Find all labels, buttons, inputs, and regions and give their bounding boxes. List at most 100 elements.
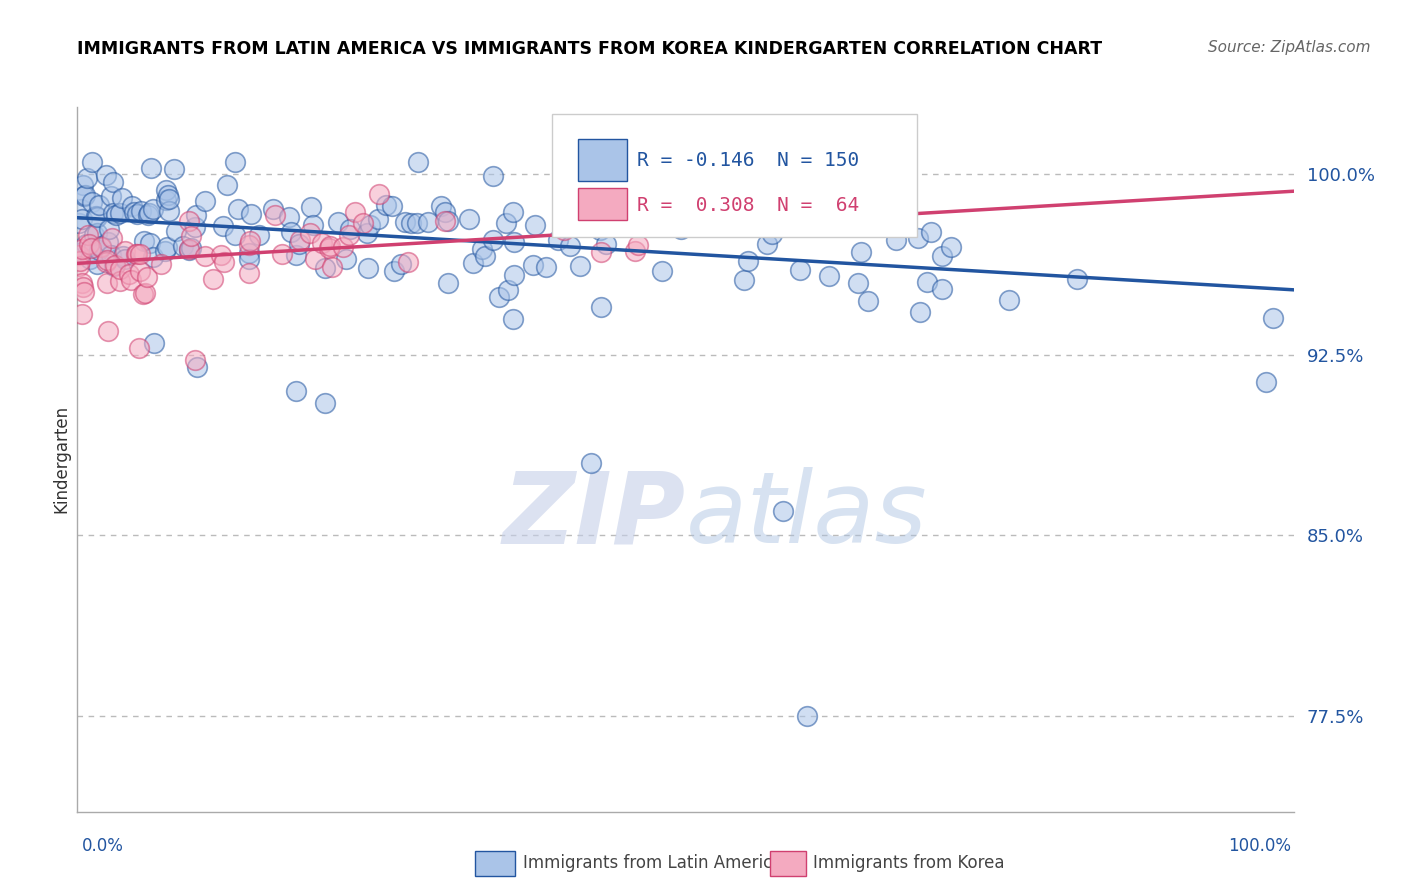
Point <box>1066 271 1088 285</box>
Point <box>314 261 336 276</box>
Point <box>471 242 494 256</box>
Point <box>737 253 759 268</box>
Point <box>523 218 546 232</box>
Point <box>125 207 148 221</box>
Point <box>77 227 100 242</box>
Point <box>73 188 96 202</box>
Point <box>406 155 429 169</box>
Point <box>86 210 108 224</box>
Point <box>224 227 246 242</box>
Point <box>239 234 262 248</box>
Point <box>908 304 931 318</box>
Point <box>79 241 101 255</box>
Point <box>138 235 160 250</box>
Point <box>120 273 142 287</box>
Point <box>155 182 177 196</box>
Point <box>157 188 180 202</box>
Point <box>339 222 361 236</box>
Point <box>238 252 260 266</box>
Point <box>589 223 612 237</box>
Point <box>997 293 1019 307</box>
Point <box>194 249 217 263</box>
Point <box>212 254 235 268</box>
Point <box>941 240 963 254</box>
Point <box>907 231 929 245</box>
Point <box>134 286 156 301</box>
Point <box>481 233 503 247</box>
Point <box>157 193 180 207</box>
Point <box>70 244 93 259</box>
Point <box>194 194 217 209</box>
Point <box>789 263 811 277</box>
Point <box>215 178 238 192</box>
Point <box>96 168 118 182</box>
Point <box>482 169 505 183</box>
Point <box>920 225 942 239</box>
Point <box>849 206 872 220</box>
Point <box>82 155 104 169</box>
Point <box>70 211 93 226</box>
Point <box>224 155 246 169</box>
Text: Immigrants from Korea: Immigrants from Korea <box>813 854 1004 871</box>
Point <box>915 275 938 289</box>
Point <box>434 205 457 219</box>
Point <box>522 258 544 272</box>
Point <box>73 285 96 300</box>
FancyBboxPatch shape <box>578 188 627 219</box>
Point <box>264 208 287 222</box>
Point <box>163 161 186 176</box>
Point <box>79 252 101 266</box>
FancyBboxPatch shape <box>578 139 627 181</box>
Text: Immigrants from Latin America: Immigrants from Latin America <box>523 854 782 871</box>
Text: R = -0.146: R = -0.146 <box>637 151 754 170</box>
Point <box>249 227 271 242</box>
Point <box>314 396 336 410</box>
Point <box>931 249 953 263</box>
Point <box>180 229 202 244</box>
Point <box>818 268 841 283</box>
Point <box>536 260 558 274</box>
Point <box>87 198 110 212</box>
Point <box>430 199 453 213</box>
Text: N =  64: N = 64 <box>776 196 859 215</box>
Point <box>502 205 524 219</box>
Point <box>69 202 91 216</box>
Point <box>136 269 159 284</box>
Point <box>80 194 103 209</box>
Point <box>418 215 440 229</box>
Point <box>502 235 524 249</box>
Point <box>156 240 179 254</box>
Point <box>96 252 118 267</box>
Point <box>558 238 581 252</box>
Point <box>326 215 349 229</box>
Point <box>87 243 110 257</box>
Text: 0.0%: 0.0% <box>82 837 124 855</box>
Point <box>547 233 569 247</box>
Point <box>568 260 591 274</box>
Point <box>288 236 311 251</box>
Point <box>1261 311 1284 326</box>
Point <box>343 205 366 219</box>
Point <box>121 199 143 213</box>
Point <box>183 219 205 234</box>
Point <box>132 234 155 248</box>
Point <box>352 216 374 230</box>
Point <box>90 240 112 254</box>
Point <box>374 197 396 211</box>
Text: N = 150: N = 150 <box>776 151 859 170</box>
Point <box>461 256 484 270</box>
Point <box>1256 375 1278 389</box>
Point <box>285 248 308 262</box>
Point <box>157 204 180 219</box>
Point <box>129 247 152 261</box>
Point <box>97 235 120 249</box>
Point <box>406 216 429 230</box>
Point <box>180 241 202 255</box>
Point <box>278 210 301 224</box>
Point <box>332 240 354 254</box>
Point <box>172 238 194 252</box>
Point <box>436 214 458 228</box>
Point <box>555 175 578 189</box>
Point <box>77 236 100 251</box>
FancyBboxPatch shape <box>551 114 917 237</box>
